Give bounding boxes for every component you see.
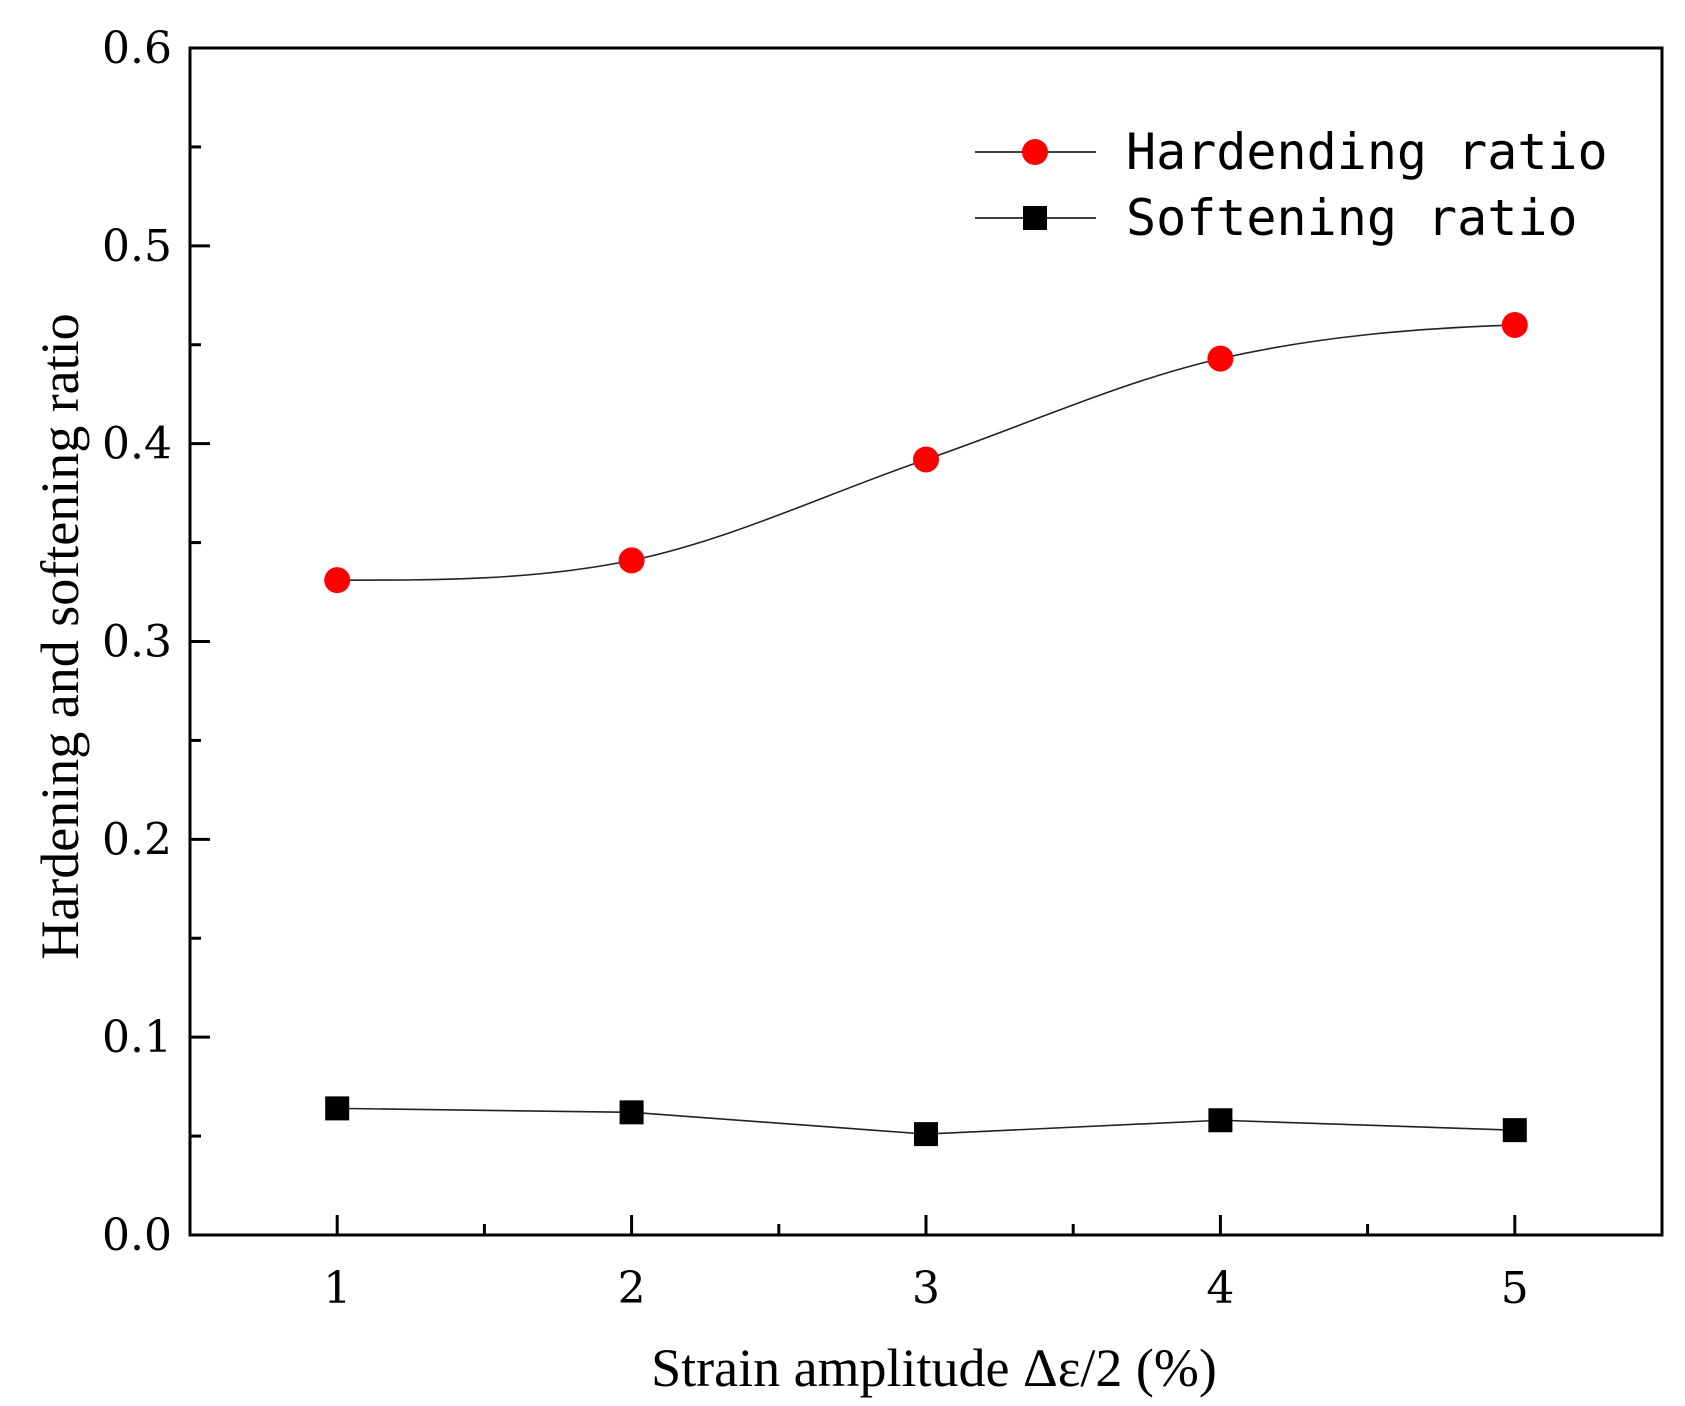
x-tick-label: 5 — [1501, 1263, 1529, 1314]
softening-point — [914, 1122, 938, 1147]
legend-hardening-marker — [1022, 139, 1048, 165]
y-tick-label: 0.3 — [102, 617, 172, 668]
softening-point — [1502, 1118, 1527, 1143]
hardening-point — [1207, 345, 1234, 372]
y-tick-label: 0.4 — [102, 419, 172, 470]
legend-softening-marker — [1023, 206, 1047, 230]
x-tick-label: 4 — [1206, 1263, 1234, 1314]
series-layer — [324, 311, 1528, 1147]
softening-point — [619, 1100, 644, 1125]
y-tick-label: 0.6 — [102, 23, 172, 74]
x-axis-title: Strain amplitude Δε/2 (%) — [651, 1338, 1217, 1398]
x-tick-label: 2 — [618, 1263, 646, 1314]
y-tick-label: 0.2 — [102, 814, 172, 865]
x-tick-label: 1 — [323, 1263, 351, 1314]
hardening-point — [324, 567, 351, 594]
ticks-layer: 0.0 0.1 0.2 0.3 0.4 0.5 0.6 1 2 3 4 5 — [102, 23, 1529, 1314]
legend-softening-label: Softening ratio — [1126, 189, 1578, 247]
y-axis-title: Hardening and softening ratio — [30, 313, 90, 959]
y-tick-label: 0.1 — [102, 1012, 172, 1063]
softening-point — [1208, 1108, 1233, 1133]
hardening-point — [913, 446, 939, 473]
hardening-point — [618, 547, 645, 574]
legend-hardening-label: Hardending ratio — [1126, 123, 1608, 181]
x-tick-label: 3 — [912, 1263, 940, 1314]
hardening-point — [1501, 311, 1528, 338]
y-tick-label: 0.5 — [102, 221, 172, 272]
softening-point — [325, 1096, 350, 1121]
y-tick-label: 0.0 — [102, 1210, 172, 1261]
legend: Hardending ratio Softening ratio — [975, 123, 1608, 247]
